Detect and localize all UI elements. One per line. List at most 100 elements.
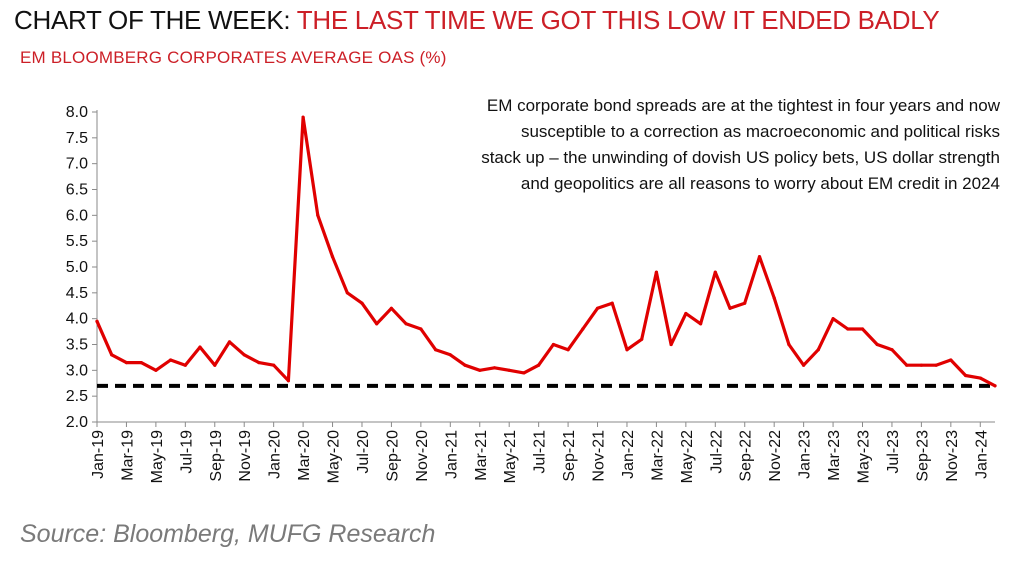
y-tick-label: 8.0 (66, 104, 88, 121)
data-point (345, 291, 349, 295)
x-tick-label: Jul-20 (355, 430, 372, 474)
y-tick-label: 4.0 (66, 311, 88, 328)
line-chart: 2.0 2.5 3.0 3.5 4.0 4.5 5.0 5.5 6.0 6.5 7.0 7.5 8.0 J… (66, 104, 997, 483)
data-point (360, 301, 364, 305)
data-point (949, 358, 953, 362)
data-point (301, 115, 305, 119)
data-point (699, 322, 703, 326)
data-point (919, 363, 924, 367)
data-point (993, 384, 997, 388)
data-point (581, 327, 585, 331)
y-tick-label: 6.5 (66, 182, 88, 199)
x-tick-label: Nov-20 (414, 430, 431, 482)
data-point (286, 379, 290, 383)
data-point (492, 366, 497, 370)
x-tick-label: Jan-23 (797, 430, 814, 479)
x-tick-label: Jul-23 (885, 430, 902, 474)
data-point (831, 317, 835, 321)
data-point (478, 368, 482, 372)
x-tick-label: Mar-21 (473, 430, 490, 481)
x-tick-label: Nov-23 (944, 430, 961, 482)
data-point (257, 361, 261, 365)
data-point (787, 342, 791, 347)
data-point (816, 348, 820, 352)
data-point (654, 270, 659, 274)
data-point (595, 306, 600, 310)
x-tick-label: Mar-20 (296, 430, 313, 481)
x-tick-label: Mar-19 (119, 430, 136, 481)
x-tick-label: May-21 (502, 430, 519, 483)
y-tick-label: 7.5 (66, 130, 88, 147)
data-point (802, 363, 806, 367)
data-point (124, 361, 128, 365)
data-point (183, 363, 187, 367)
data-point (757, 255, 762, 259)
data-point (610, 301, 614, 305)
data-point (978, 376, 982, 380)
x-tick-label: Jan-24 (973, 430, 990, 479)
data-point (404, 322, 408, 326)
data-point (522, 371, 526, 375)
x-tick-label: Sep-23 (914, 430, 931, 482)
data-point (713, 270, 717, 274)
y-tick-label: 5.0 (66, 259, 88, 276)
data-point (772, 296, 776, 300)
data-point (905, 363, 909, 367)
data-point (95, 319, 99, 323)
x-tick-label: May-22 (679, 430, 696, 483)
data-point (375, 322, 379, 326)
x-tick-label: Jan-21 (443, 430, 460, 479)
data-point (154, 368, 158, 372)
x-tick-label: Nov-21 (591, 430, 608, 482)
y-tick-label: 4.5 (66, 285, 88, 302)
data-point (890, 348, 894, 352)
x-tick-label: Jan-22 (620, 430, 637, 479)
data-point (434, 348, 438, 352)
data-point (537, 363, 541, 367)
chart-title-highlight: THE LAST TIME WE GOT THIS LOW IT ENDED B… (296, 5, 940, 35)
data-point (875, 342, 879, 347)
data-point (463, 363, 467, 367)
source-note: Source: Bloomberg, MUFG Research (20, 520, 436, 548)
x-tick-label: Nov-22 (767, 430, 784, 482)
x-tick-label: May-20 (326, 430, 343, 483)
x-tick-label: Jul-21 (532, 430, 549, 474)
data-point (139, 361, 143, 365)
x-tick-label: Jan-19 (90, 430, 107, 479)
x-tick-label: Mar-23 (826, 430, 843, 481)
chart-title-lead: CHART OF THE WEEK: (14, 5, 297, 35)
data-point (964, 373, 968, 378)
x-tick-label: Sep-21 (561, 430, 578, 482)
data-point (330, 255, 335, 259)
x-tick-label: Nov-19 (237, 430, 254, 482)
x-tick-label: Mar-22 (649, 430, 666, 481)
data-point (743, 301, 747, 305)
data-point (227, 340, 232, 344)
chart-axes: 2.0 2.5 3.0 3.5 4.0 4.5 5.0 5.5 6.0 6.5 7.0 7.5 8.0 J… (66, 104, 995, 483)
data-point (419, 327, 423, 331)
data-point (198, 345, 202, 349)
x-tick-label: Sep-20 (384, 430, 401, 482)
y-tick-label: 2.5 (66, 388, 88, 405)
y-tick-label: 3.5 (66, 337, 88, 354)
data-point (669, 342, 673, 347)
data-point (507, 368, 511, 372)
x-tick-label: Sep-19 (208, 430, 225, 482)
chart-subtitle: EM BLOOMBERG CORPORATES AVERAGE OAS (%) (20, 48, 447, 67)
chart-title: CHART OF THE WEEK: THE LAST TIME WE GOT … (14, 5, 940, 36)
data-point (242, 353, 246, 357)
data-point (728, 306, 732, 310)
x-tick-label: Sep-22 (738, 430, 755, 482)
data-point (860, 327, 865, 331)
series-line (95, 115, 997, 388)
chart-marks (95, 115, 997, 388)
chart-annotation: EM corporate bond spreads are at the tig… (481, 96, 1000, 193)
y-tick-label: 7.0 (66, 156, 88, 173)
y-tick-label: 6.0 (66, 207, 88, 224)
data-point (213, 363, 217, 367)
x-tick-label: May-23 (856, 430, 873, 483)
data-point (169, 358, 173, 362)
data-point (566, 348, 570, 352)
data-point (640, 337, 644, 341)
data-point (272, 363, 276, 367)
